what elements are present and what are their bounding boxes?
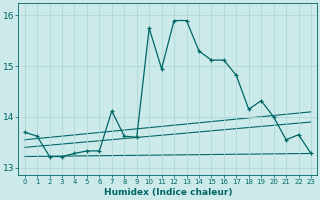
X-axis label: Humidex (Indice chaleur): Humidex (Indice chaleur) xyxy=(104,188,232,197)
